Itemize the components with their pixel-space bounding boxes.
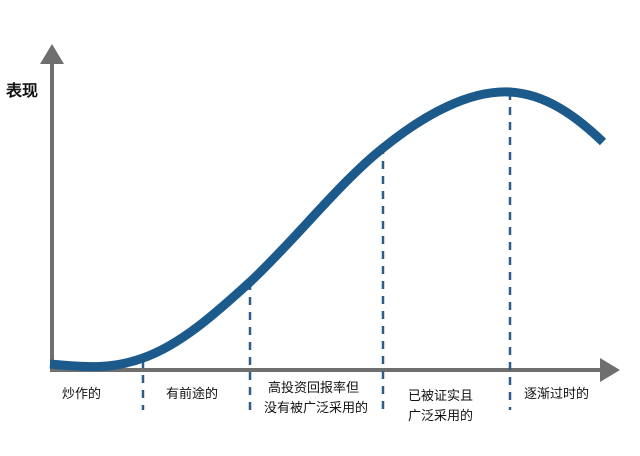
phase-label-2: 有前途的 [166, 386, 218, 402]
phase-4-line-1: 已被证实且 [408, 389, 473, 404]
phase-label-4: 已被证实且 广泛采用的 [408, 389, 477, 424]
phase-5-line-1: 逐渐过时的 [524, 386, 589, 402]
phase-label-5: 逐渐过时的 [524, 386, 589, 402]
phase-1-line-1: 炒作的 [62, 386, 101, 402]
y-axis-arrow [40, 44, 64, 64]
phase-label-1: 炒作的 [62, 386, 101, 402]
lifecycle-curve [49, 87, 607, 372]
phase-3-line-1: 高投资回报率但 [268, 380, 359, 396]
y-axis-label: 表现 [5, 81, 38, 100]
phase-label-3: 高投资回报率但 没有被广泛采用的 [264, 380, 368, 416]
phase-3-line-2: 没有被广泛采用的 [264, 400, 368, 416]
phase-2-line-1: 有前途的 [166, 386, 218, 402]
x-axis-arrow [600, 358, 620, 382]
phase-4-line-2: 广泛采用的 [408, 408, 473, 424]
